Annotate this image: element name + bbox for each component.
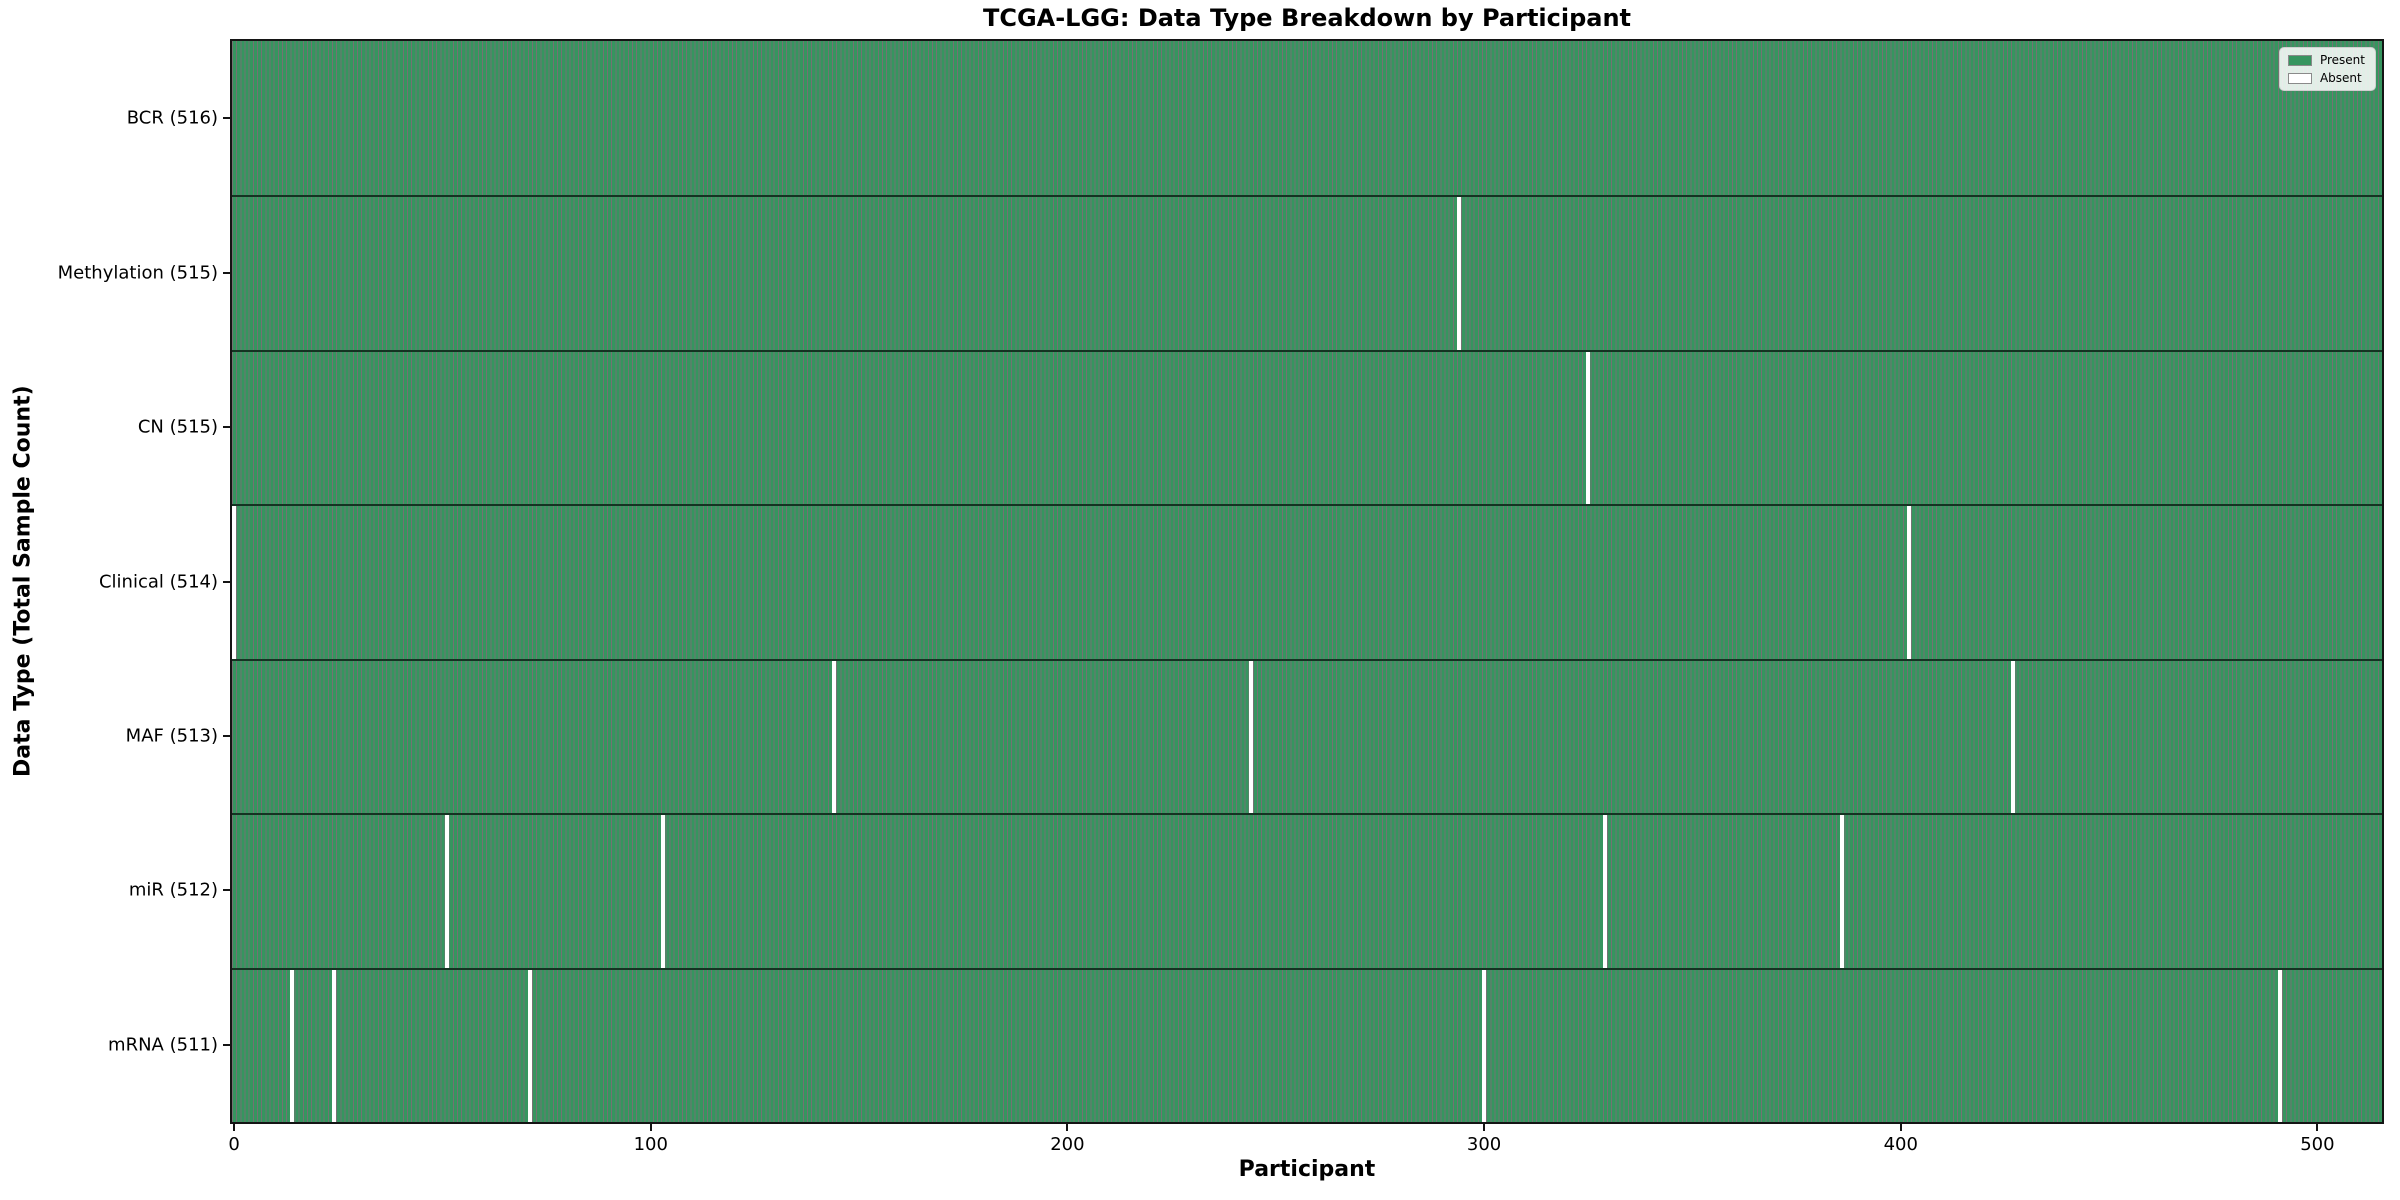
absent-stripe — [1248, 660, 1253, 814]
x-tick-label: 500 — [2300, 1134, 2335, 1155]
x-tick-label: 300 — [1466, 1134, 1502, 1155]
y-tick-label: CN (515) — [137, 416, 218, 438]
absent-stripe — [290, 969, 295, 1122]
data-row — [232, 41, 2382, 196]
absent-stripe — [444, 815, 449, 968]
data-row — [232, 967, 2382, 1122]
absent-stripe — [1907, 506, 1912, 659]
y-tick — [223, 889, 230, 892]
x-tick — [2316, 1124, 2319, 1131]
x-tick-label: 200 — [1050, 1134, 1085, 1155]
y-tick — [223, 426, 230, 429]
x-tick — [233, 1124, 236, 1131]
absent-stripe — [2011, 660, 2016, 814]
absent-stripe — [1457, 197, 1462, 350]
y-tick — [223, 734, 230, 737]
x-tick — [649, 1124, 652, 1131]
absent-stripe — [1602, 815, 1607, 968]
absent-stripe — [1840, 815, 1845, 968]
y-tick — [223, 580, 230, 583]
present-swatch-icon — [2287, 54, 2312, 66]
legend-entry-absent: Absent — [2287, 71, 2365, 85]
x-tick-label: 400 — [1883, 1134, 1918, 1155]
absent-stripe — [832, 660, 837, 814]
legend-entry-present: Present — [2287, 53, 2365, 67]
y-tick — [223, 271, 230, 274]
y-tick-label: MAF (513) — [125, 725, 218, 747]
data-row — [232, 813, 2382, 968]
absent-stripe — [232, 506, 237, 659]
x-tick — [1899, 1124, 1902, 1131]
y-tick-label: mRNA (511) — [108, 1034, 218, 1056]
x-tick — [1066, 1124, 1069, 1131]
y-tick-label: miR (512) — [128, 879, 218, 901]
x-tick-label: 0 — [228, 1134, 240, 1155]
y-tick-label: BCR (516) — [126, 107, 218, 129]
absent-swatch-icon — [2287, 72, 2312, 84]
y-tick-label: Clinical (514) — [98, 571, 218, 592]
x-axis-label: Participant — [1238, 1157, 1376, 1182]
data-row — [232, 195, 2382, 350]
chart-title: TCGA-LGG: Data Type Breakdown by Partici… — [982, 4, 1632, 32]
absent-stripe — [1482, 969, 1487, 1122]
absent-stripe — [527, 969, 532, 1122]
legend-label: Absent — [2319, 71, 2362, 85]
plot-area: Present Absent — [230, 39, 2384, 1124]
absent-stripe — [661, 815, 666, 968]
y-tick — [223, 117, 230, 120]
x-tick-label: 100 — [633, 1134, 668, 1155]
data-row — [232, 504, 2382, 659]
data-row — [232, 658, 2382, 814]
y-tick — [223, 1043, 230, 1046]
absent-stripe — [1586, 351, 1591, 505]
absent-stripe — [332, 969, 337, 1122]
x-tick — [1483, 1124, 1486, 1131]
y-tick-label: Methylation (515) — [57, 262, 218, 284]
legend-label: Present — [2319, 53, 2365, 67]
absent-stripe — [2277, 969, 2282, 1122]
legend: Present Absent — [2278, 47, 2376, 91]
data-row — [232, 349, 2382, 505]
